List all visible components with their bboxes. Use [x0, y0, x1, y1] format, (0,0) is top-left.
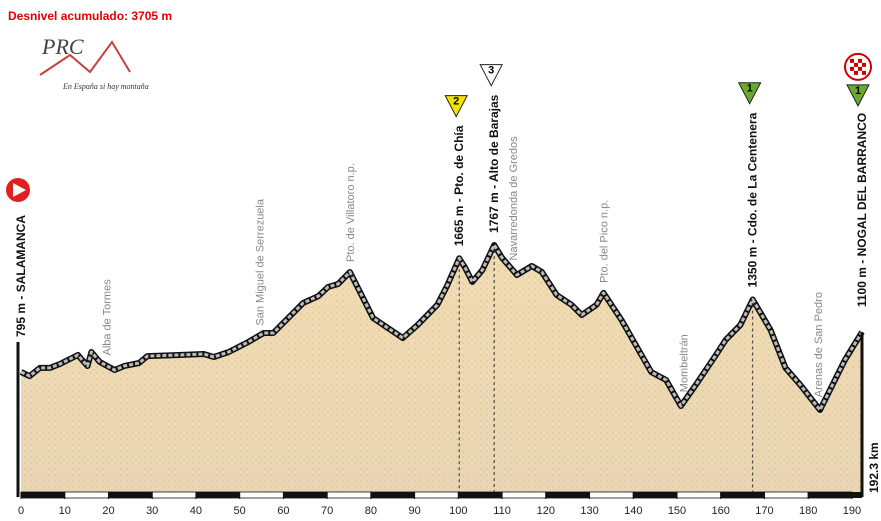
place-label: Arenas de San Pedro: [813, 292, 825, 397]
ruler-segment: [720, 491, 765, 499]
ruler-segment: [764, 491, 809, 499]
finish-check: [862, 62, 866, 67]
logo-tagline: En España si hay montaña: [62, 82, 149, 91]
ruler-segment: [545, 491, 590, 499]
place-label: Pto. del Pico n.p.: [599, 200, 611, 283]
finish-check: [858, 58, 862, 63]
finish-check: [854, 62, 858, 67]
x-tick-label: 90: [408, 505, 420, 517]
logo-title: PRC: [41, 34, 84, 59]
x-tick-label: 170: [755, 505, 773, 517]
category-label: 1: [855, 85, 861, 97]
x-tick-label: 110: [493, 505, 511, 517]
finish-check: [854, 70, 858, 75]
category-badge: [479, 64, 504, 87]
finish-check: [850, 58, 854, 63]
ruler-segment: [239, 491, 284, 499]
start-label: 795 m - SALAMANCA: [14, 215, 28, 337]
category-label: 1: [747, 83, 753, 95]
x-tick-label: 120: [537, 505, 555, 517]
climb-label: 1350 m - Cdo. de La Centenera: [746, 112, 760, 287]
profile-texture: [21, 245, 862, 495]
finish-label: 1100 m - NOGAL DEL BARRANCO: [855, 113, 869, 307]
x-tick-label: 40: [190, 505, 202, 517]
chart-title: Desnivel acumulado: 3705 m: [8, 9, 172, 23]
category-badge: [846, 84, 870, 107]
ruler-segment: [589, 491, 634, 499]
ruler-segment: [370, 491, 416, 499]
x-tick-label: 190: [843, 505, 861, 517]
x-tick-label: 30: [146, 505, 158, 517]
ruler-segment: [632, 491, 678, 499]
x-tick-label: 60: [277, 505, 289, 517]
finish-check: [862, 70, 866, 75]
finish-check: [858, 66, 862, 71]
place-label: San Miguel de Serrezuela: [254, 198, 266, 325]
x-tick-label: 10: [59, 505, 71, 517]
climb-label: 1665 m - Pto. de Chía: [452, 125, 466, 246]
ruler-segment: [20, 491, 66, 499]
x-tick-label: 180: [799, 505, 817, 517]
x-tick-label: 160: [712, 505, 730, 517]
ruler-segment: [195, 491, 241, 499]
profile-road-inner: [20, 243, 864, 412]
ruler-segment: [414, 491, 459, 499]
ruler-segment: [326, 491, 372, 499]
ruler-end: [851, 492, 862, 498]
ruler-segment: [676, 491, 722, 499]
distance-label: 192.3 km: [867, 442, 881, 493]
category-badge: [444, 95, 469, 118]
x-tick-label: 70: [321, 505, 333, 517]
logo-mountain: [39, 40, 131, 76]
ruler-segment: [151, 491, 197, 499]
x-tick-label: 20: [102, 505, 114, 517]
ruler-segment: [283, 491, 328, 499]
ruler-segment: [64, 491, 109, 499]
climb-label: 1767 m - Alto de Barajas: [487, 94, 501, 233]
ruler-segment: [457, 491, 503, 499]
place-label: Pto. de Villatoro n.p.: [345, 163, 357, 262]
category-label: 2: [453, 96, 459, 108]
place-label: Alba de Tormes: [101, 279, 113, 356]
x-tick-label: 140: [624, 505, 642, 517]
x-tick-label: 80: [365, 505, 377, 517]
ruler-segment: [807, 491, 853, 499]
profile-layer: [19, 242, 865, 495]
finish-check: [850, 66, 854, 71]
ruler-segment: [108, 491, 153, 499]
x-tick-label: 50: [234, 505, 246, 517]
category-label: 3: [488, 65, 494, 77]
x-tick-label: 130: [580, 505, 598, 517]
x-tick-label: 0: [18, 505, 24, 517]
place-label: Mombeltrán: [679, 334, 691, 392]
place-label: Navarredonda de Gredos: [508, 136, 520, 261]
x-tick-label: 150: [668, 505, 686, 517]
logo: PRC En España si hay montaña: [39, 34, 149, 91]
ruler-segment: [501, 491, 547, 499]
x-tick-label: 100: [449, 505, 467, 517]
category-badge: [737, 82, 762, 105]
start-arrow: [13, 182, 26, 197]
